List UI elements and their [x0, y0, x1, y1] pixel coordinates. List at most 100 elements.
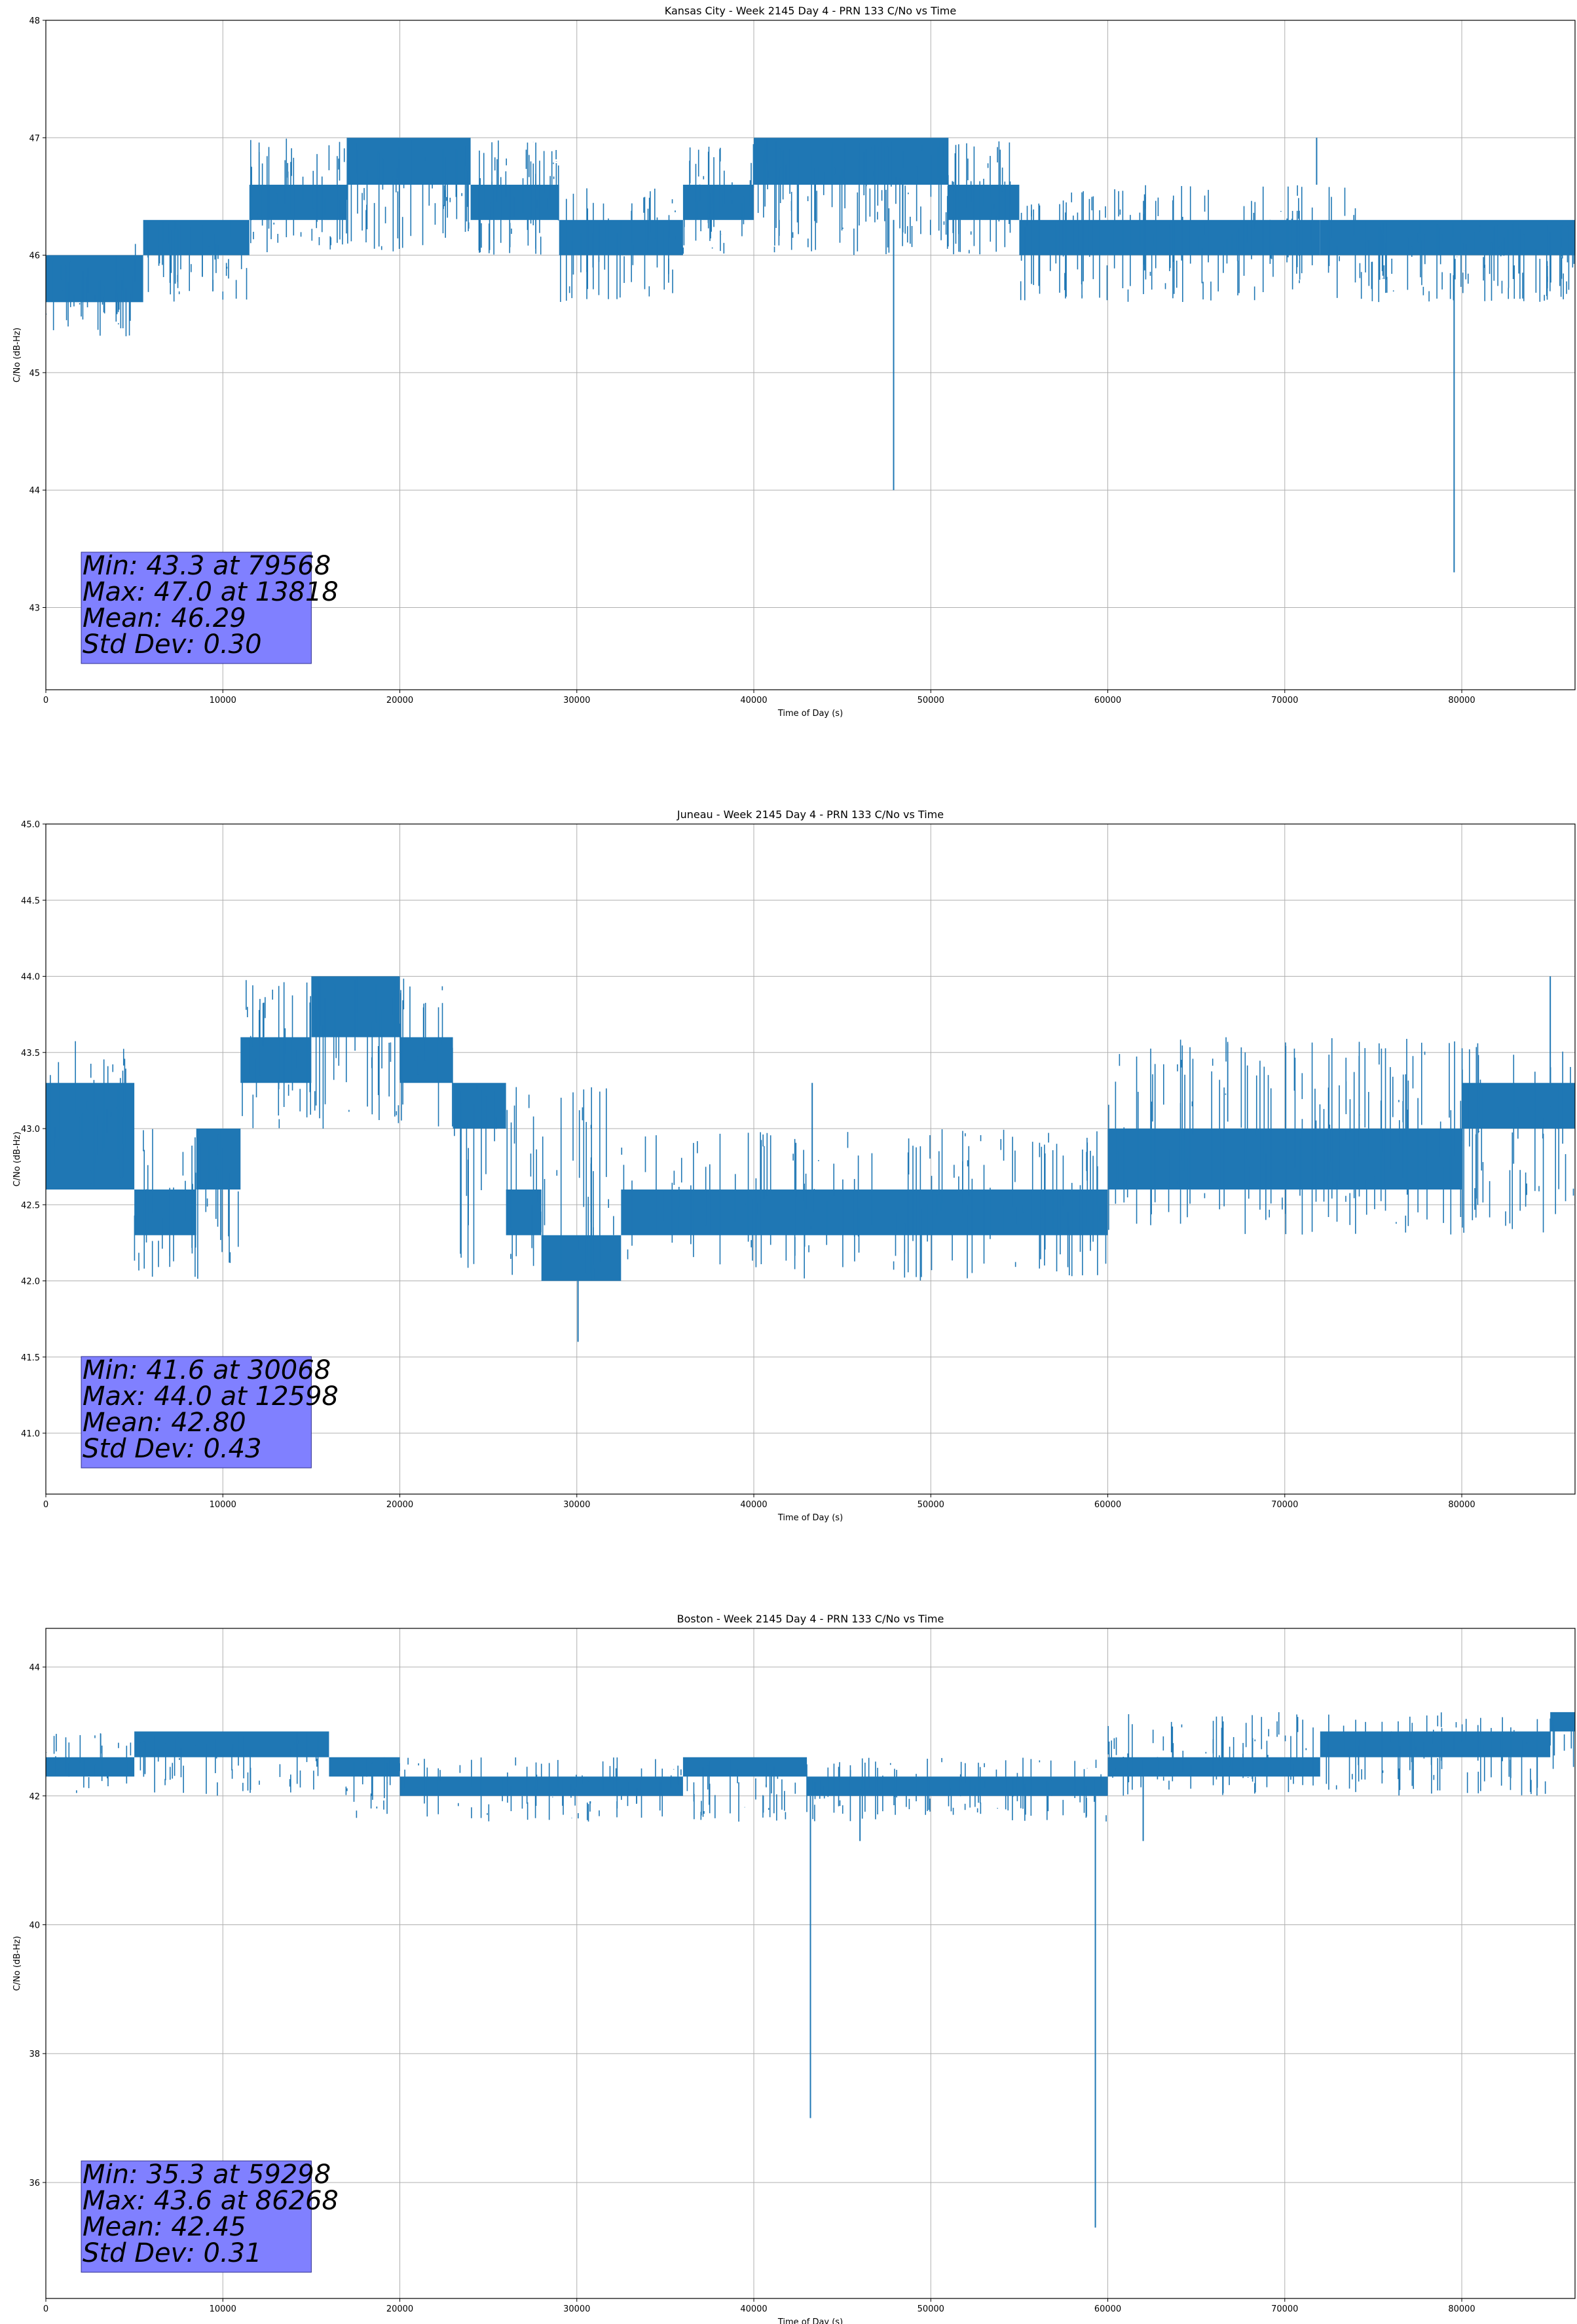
series-band — [399, 1776, 683, 1796]
series-band — [46, 1083, 135, 1190]
x-tick-label: 30000 — [563, 1500, 590, 1510]
y-tick-label: 36 — [29, 2179, 40, 2188]
stats-line: Std Dev: 0.43 — [83, 1434, 262, 1464]
y-tick-label: 43 — [29, 603, 40, 613]
x-tick-label: 0 — [43, 1500, 48, 1510]
series-band — [807, 1776, 1108, 1796]
chart-panel-1: 0 10000 20000 30000 40000 50000 60000 70000 8000… — [12, 5, 1576, 719]
plot-frame — [45, 1628, 1576, 2299]
y-tick-label: 40 — [29, 1921, 40, 1930]
x-tick-label: 40000 — [740, 2304, 767, 2314]
y-tick-label: 44 — [29, 1663, 40, 1673]
y-axis-label: C/No (dB-Hz) — [12, 1132, 22, 1187]
series-band — [143, 219, 250, 255]
series-band — [249, 185, 347, 220]
y-axis-label: C/No (dB-Hz) — [12, 1936, 22, 1991]
x-tick-label: 30000 — [563, 2304, 590, 2314]
chart-title: Kansas City - Week 2145 Day 4 - PRN 133 … — [665, 5, 956, 17]
plot-frame — [45, 823, 1576, 1495]
stats-line: Std Dev: 0.30 — [83, 629, 262, 660]
x-tick-label: 80000 — [1448, 696, 1475, 705]
series-band — [682, 1757, 807, 1777]
series-band — [240, 1037, 312, 1083]
x-axis-label: Time of Day (s) — [777, 709, 843, 719]
chart-panel-2: 0 10000 20000 30000 40000 50000 60000 70000 8000… — [12, 808, 1576, 1523]
stats-line: Std Dev: 0.31 — [83, 2238, 262, 2268]
series-band — [1320, 1731, 1551, 1757]
y-tick-label: 43.5 — [21, 1049, 40, 1059]
series-band — [621, 1190, 1108, 1235]
chart-title: Boston - Week 2145 Day 4 - PRN 133 C/No … — [677, 1613, 944, 1625]
x-axis-label: Time of Day (s) — [777, 1513, 843, 1523]
stats-line: Max: 43.6 at 86268 — [83, 2186, 339, 2216]
x-tick-label: 10000 — [210, 1500, 236, 1510]
stats-line: Mean: 46.29 — [83, 603, 246, 633]
x-tick-label: 50000 — [918, 2304, 944, 2314]
x-tick-label: 50000 — [918, 696, 944, 705]
y-tick-label: 48 — [29, 16, 40, 26]
y-tick-label: 42 — [29, 1792, 40, 1802]
series-band — [311, 976, 400, 1038]
x-tick-label: 40000 — [740, 1500, 767, 1510]
y-tick-label: 38 — [29, 2050, 40, 2059]
x-axis-label: Time of Day (s) — [777, 2317, 843, 2324]
y-tick-label: 44.0 — [21, 973, 40, 983]
x-tick-label: 20000 — [386, 696, 413, 705]
series-band — [329, 1757, 400, 1777]
x-tick-label: 80000 — [1448, 2304, 1475, 2314]
series-band — [399, 1037, 453, 1083]
stats-line: Max: 47.0 at 13818 — [83, 577, 339, 607]
figure-panels: 0 10000 20000 30000 40000 50000 60000 70000 8000… — [12, 5, 1576, 2324]
y-tick-label: 41.5 — [21, 1353, 40, 1363]
y-tick-label: 41.0 — [21, 1429, 40, 1439]
stats-line: Min: 35.3 at 59298 — [83, 2160, 331, 2190]
series-band — [346, 138, 471, 185]
x-tick-label: 0 — [43, 696, 48, 705]
plot-frame — [45, 20, 1576, 690]
y-tick-label: 43.0 — [21, 1125, 40, 1134]
stats-box — [81, 1356, 312, 1469]
series-line — [45, 138, 1575, 572]
series-band — [541, 1235, 622, 1281]
y-axis-label: C/No (dB-Hz) — [12, 328, 22, 383]
x-tick-label: 10000 — [210, 2304, 236, 2314]
stats-box — [81, 2160, 312, 2273]
series-band — [46, 1757, 135, 1777]
y-tick-label: 47 — [29, 134, 40, 143]
x-tick-label: 80000 — [1448, 1500, 1475, 1510]
y-tick-label: 46 — [29, 252, 40, 261]
x-tick-label: 20000 — [386, 1500, 413, 1510]
x-tick-label: 60000 — [1094, 696, 1121, 705]
stats-line: Mean: 42.80 — [83, 1408, 246, 1438]
x-tick-label: 60000 — [1094, 1500, 1121, 1510]
series-line — [46, 1712, 1576, 2228]
y-tick-label: 42.5 — [21, 1201, 40, 1210]
x-tick-label: 10000 — [210, 696, 236, 705]
x-tick-label: 20000 — [386, 2304, 413, 2314]
stats-line: Min: 43.3 at 79568 — [83, 551, 331, 581]
chart-panel-3: 0 10000 20000 30000 40000 50000 60000 70000 8000… — [12, 1613, 1576, 2324]
y-tick-label: 44.5 — [21, 896, 40, 906]
x-tick-label: 40000 — [740, 696, 767, 705]
stats-line: Max: 44.0 at 12598 — [83, 1381, 339, 1412]
series-band — [134, 1190, 196, 1235]
chart-title: Juneau - Week 2145 Day 4 - PRN 133 C/No … — [677, 808, 944, 821]
x-tick-label: 0 — [43, 2304, 48, 2314]
x-tick-label: 60000 — [1094, 2304, 1121, 2314]
stats-line: Mean: 42.45 — [83, 2212, 246, 2242]
x-tick-label: 70000 — [1271, 1500, 1298, 1510]
series-line — [46, 976, 1575, 1342]
x-tick-label: 70000 — [1271, 696, 1298, 705]
series-band — [1320, 219, 1575, 255]
series-band — [453, 1083, 506, 1129]
y-tick-label: 42.0 — [21, 1277, 40, 1287]
x-tick-label: 30000 — [563, 696, 590, 705]
stats-line: Min: 41.6 at 30068 — [83, 1355, 331, 1385]
series-band — [46, 255, 143, 303]
x-tick-label: 50000 — [918, 1500, 944, 1510]
stats-box — [81, 552, 312, 664]
x-tick-label: 70000 — [1271, 2304, 1298, 2314]
y-tick-label: 45 — [29, 369, 40, 379]
y-tick-label: 45.0 — [21, 820, 40, 830]
